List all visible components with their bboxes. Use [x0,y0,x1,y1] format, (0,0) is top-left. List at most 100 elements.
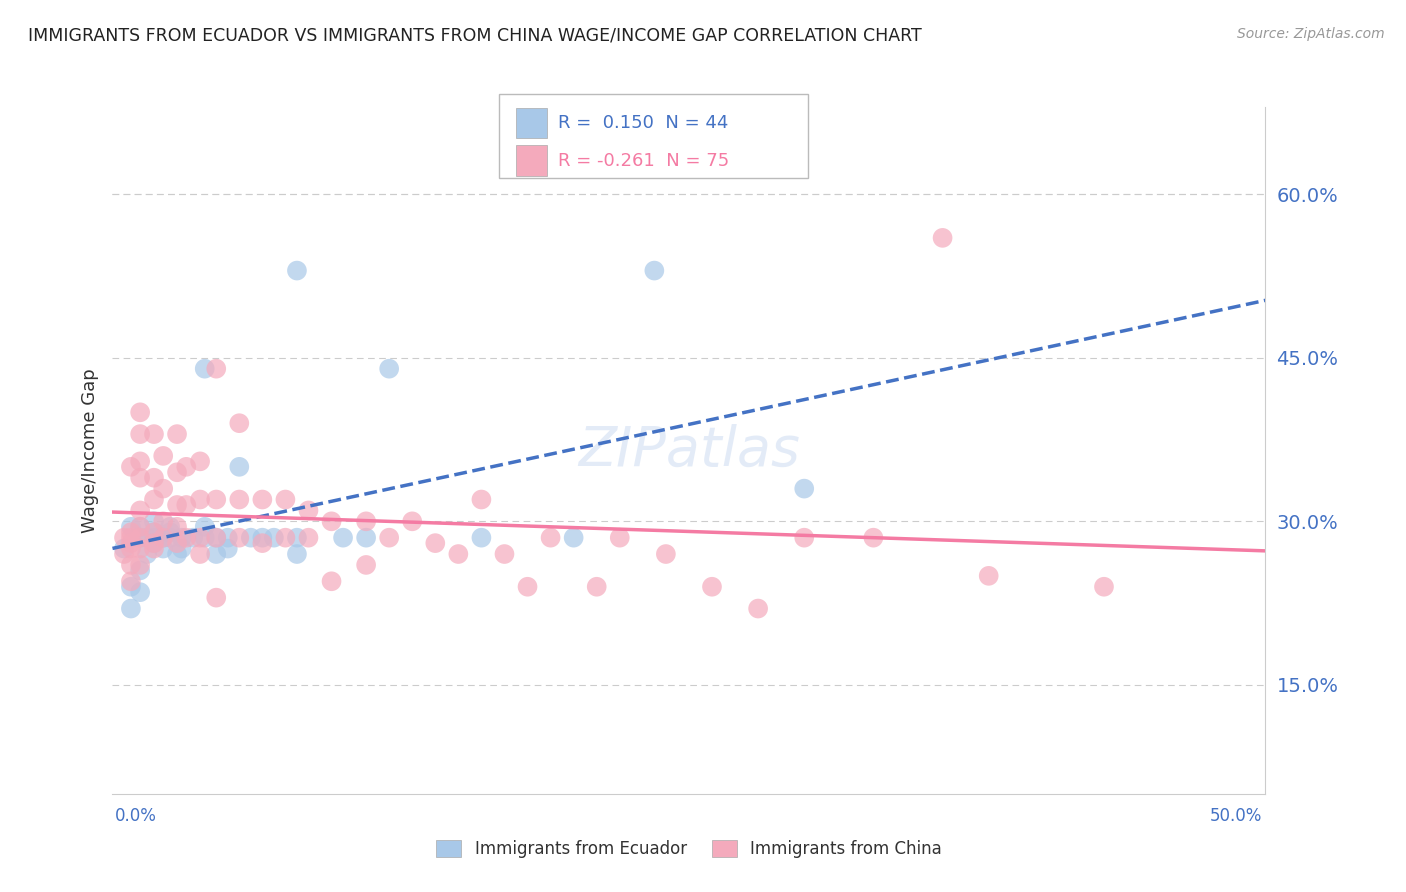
Point [194,531,217,545]
Point [205,361,228,376]
Point [159,520,181,534]
Point [120,536,142,550]
Point [129,471,152,485]
Point [252,531,274,545]
Point [170,531,193,545]
Point [166,536,188,550]
Point [152,541,174,556]
Point [285,263,308,277]
Point [194,361,217,376]
Point [609,531,631,545]
Point [470,492,492,507]
Point [174,531,197,545]
Point [152,531,174,545]
Point [112,547,135,561]
Point [159,525,181,540]
Point [205,547,228,561]
Point [120,558,142,572]
Point [129,531,152,545]
Point [252,492,274,507]
Point [143,525,166,540]
Point [274,531,297,545]
Point [129,585,152,599]
Point [174,459,197,474]
Point [228,531,250,545]
Point [862,531,884,545]
Point [378,531,401,545]
Point [516,580,538,594]
Point [378,361,401,376]
Text: R =  0.150  N = 44: R = 0.150 N = 44 [558,114,728,132]
Point [354,531,377,545]
Point [143,514,166,528]
Point [321,574,343,589]
Point [228,416,250,430]
Point [166,498,188,512]
Point [188,547,211,561]
Point [188,492,211,507]
Point [152,514,174,528]
Point [205,531,228,545]
Point [228,459,250,474]
Point [494,547,516,561]
Point [129,563,152,577]
Point [747,601,769,615]
Point [321,514,343,528]
Point [143,471,166,485]
Legend: Immigrants from Ecuador, Immigrants from China: Immigrants from Ecuador, Immigrants from… [429,833,949,864]
Point [217,541,239,556]
Point [425,536,447,550]
Point [120,574,142,589]
Point [1092,580,1115,594]
Point [401,514,423,528]
Point [129,454,152,468]
Point [120,531,142,545]
Text: 0.0%: 0.0% [115,807,157,825]
Point [228,492,250,507]
Point [129,520,152,534]
Point [239,531,262,545]
Point [136,531,159,545]
Point [354,514,377,528]
Point [129,520,152,534]
Point [120,580,142,594]
Point [152,482,174,496]
Point [120,520,142,534]
Point [136,547,159,561]
Point [188,531,211,545]
Point [152,531,174,545]
Point [143,541,166,556]
Point [159,531,181,545]
Text: ZIPatlas: ZIPatlas [578,424,800,477]
Point [332,531,354,545]
Point [297,531,319,545]
Point [188,454,211,468]
Point [120,525,142,540]
Point [143,492,166,507]
Point [700,580,723,594]
Point [152,449,174,463]
Point [217,531,239,545]
Point [977,569,1000,583]
Point [129,531,152,545]
Point [143,536,166,550]
Point [655,547,678,561]
Point [194,520,217,534]
Text: IMMIGRANTS FROM ECUADOR VS IMMIGRANTS FROM CHINA WAGE/INCOME GAP CORRELATION CHA: IMMIGRANTS FROM ECUADOR VS IMMIGRANTS FR… [28,27,922,45]
Text: R = -0.261  N = 75: R = -0.261 N = 75 [558,152,730,169]
Point [166,547,188,561]
Point [166,427,188,442]
Point [129,427,152,442]
Point [285,547,308,561]
Point [166,520,188,534]
Point [793,482,815,496]
Point [143,536,166,550]
Point [470,531,492,545]
Point [129,541,152,556]
Point [143,427,166,442]
Point [562,531,585,545]
Point [285,531,308,545]
Point [112,541,135,556]
Point [120,601,142,615]
Y-axis label: Wage/Income Gap: Wage/Income Gap [80,368,98,533]
